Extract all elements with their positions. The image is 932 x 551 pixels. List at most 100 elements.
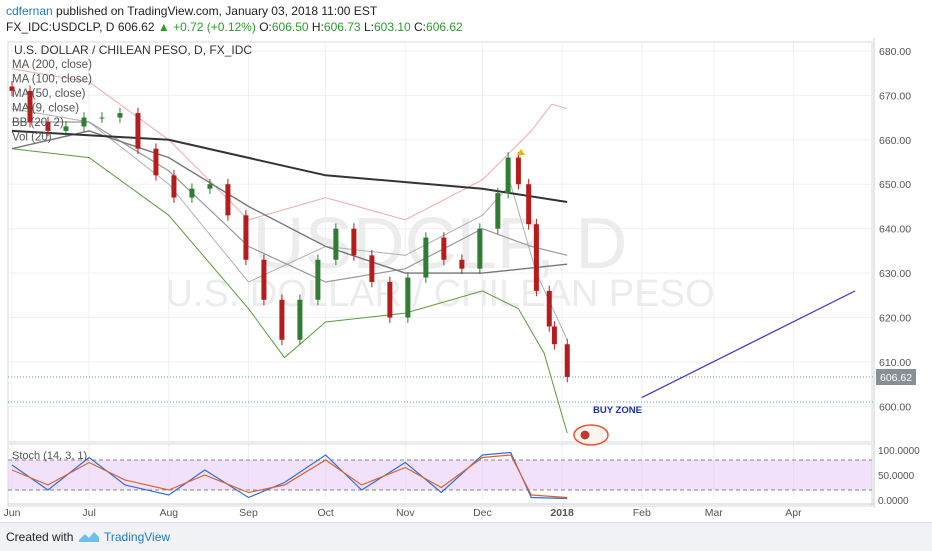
bb-lower-line: [11, 148, 568, 434]
candle-body: [333, 228, 339, 260]
candle-body: [495, 193, 501, 229]
time-tick-label: Jul: [82, 507, 95, 519]
price-tick-label: 610.00: [879, 357, 911, 369]
price-tick-label: 650.00: [879, 179, 911, 191]
candles: [9, 81, 570, 383]
candle-body: [546, 290, 552, 327]
candle-body: [551, 326, 557, 345]
price-grid: [7, 41, 873, 500]
price-tick-label: 670.00: [879, 90, 911, 102]
trend-line: [641, 290, 856, 399]
stoch-panel: Stoch (14, 3, 1) 100.0000 50.0000 0.0000: [7, 443, 920, 507]
ma200-line: [11, 129, 568, 203]
high-label: H:: [311, 20, 324, 34]
time-tick-label: Oct: [317, 507, 333, 519]
time-tick-label: Sep: [239, 507, 258, 519]
time-tick-label: Apr: [785, 507, 802, 519]
candle-body: [9, 86, 15, 91]
stoch-title: Stoch (14, 3, 1): [12, 450, 87, 462]
close-label: C:: [414, 20, 427, 34]
low-label: L:: [363, 20, 374, 34]
candle-body: [505, 157, 511, 194]
candle-body: [279, 299, 285, 340]
open-value: 606.50: [271, 20, 309, 34]
last-price: 606.62: [117, 20, 155, 34]
candle-body: [459, 259, 465, 269]
candle-body: [243, 215, 249, 260]
chart-title: U.S. DOLLAR / CHILEAN PESO, D, FX_IDC: [14, 43, 252, 57]
high-value: 606.73: [323, 20, 361, 34]
price-tick-label: 630.00: [879, 268, 911, 280]
candle-body: [153, 148, 159, 176]
us-flag-icon: [579, 429, 591, 441]
time-tick-label: Aug: [159, 507, 178, 519]
time-tick-label: 2018: [550, 507, 574, 519]
publish-line: cdfernan published on TradingView.com, J…: [6, 4, 377, 18]
indicator-legend-item: MA (50, close): [12, 88, 86, 100]
candle-body: [189, 188, 195, 198]
stoch-band: [8, 460, 872, 490]
ma9-line: [11, 108, 568, 341]
candle-body: [117, 113, 123, 118]
price-tick-label: 680.00: [879, 46, 911, 58]
current-price-tag: [876, 369, 916, 386]
candle-body: [315, 259, 321, 300]
published-text: published on TradingView.com, January 03…: [56, 4, 378, 18]
candle-body: [99, 117, 105, 119]
current-price-label: 606.62: [880, 372, 912, 384]
candle-body: [564, 344, 570, 378]
price-axis[interactable]: 600.00 610.00 620.00 630.00 640.00 650.00 660.…: [8, 38, 916, 508]
time-tick-label: Mar: [705, 507, 724, 519]
candle-body: [387, 282, 393, 318]
candle-body: [135, 113, 141, 149]
stoch-tick-label: 50.0000: [878, 471, 915, 482]
footer: Created with TradingView: [0, 522, 932, 551]
stoch-d-line: [11, 454, 568, 499]
indicator-legend-item: Vol (20): [12, 132, 52, 144]
candle-body: [297, 299, 303, 340]
created-with-label: Created with: [6, 530, 74, 544]
tradingview-logo-icon: [79, 532, 99, 542]
price-tick-label: 640.00: [879, 224, 911, 236]
indicator-legend-item: BB (20, 2): [12, 117, 64, 129]
stoch-panel-frame: [7, 443, 873, 507]
author-link[interactable]: cdfernan: [6, 4, 53, 18]
watermark-symbol: USDCLP, D: [253, 204, 628, 284]
close-value: 606.62: [426, 20, 463, 34]
candle-body: [27, 90, 33, 122]
tradingview-brand-link[interactable]: TradingView: [104, 530, 171, 544]
chart-header: cdfernan published on TradingView.com, J…: [0, 0, 932, 38]
price-tick-label: 620.00: [879, 313, 911, 325]
time-axis[interactable]: Jun Jul Aug Sep Oct Nov Dec 2018 Feb Mar Apr: [4, 503, 874, 519]
candle-body: [81, 117, 87, 127]
candle-body: [45, 122, 51, 131]
indicator-legend-item: MA (200, close): [12, 59, 92, 71]
candle-body: [526, 184, 532, 225]
candle-body: [533, 224, 539, 291]
stoch-tick-label: 0.0000: [878, 496, 909, 507]
indicator-lines: [11, 68, 568, 434]
candle-body: [207, 184, 213, 189]
candle-body: [351, 228, 357, 256]
time-tick-label: Dec: [473, 507, 492, 519]
indicator-legend: U.S. DOLLAR / CHILEAN PESO, D, FX_IDC MA …: [12, 43, 252, 144]
candle-body: [225, 184, 231, 216]
candle-body: [441, 237, 447, 260]
chart-area[interactable]: USDCLP, D U.S. DOLLAR / CHILEAN PESO U.S…: [0, 38, 932, 522]
candle-body: [261, 259, 267, 300]
event-marker-icon: [573, 424, 609, 446]
symbol-line: FX_IDC:USDCLP, D 606.62 ▲ +0.72 (+0.12%)…: [6, 20, 463, 34]
time-tick-label: Jun: [4, 507, 21, 519]
price-change: +0.72 (+0.12%): [173, 20, 256, 34]
candle-body: [171, 175, 177, 198]
stoch-tick-label: 100.0000: [878, 446, 920, 457]
price-tick-label: 600.00: [879, 401, 911, 413]
candle-body: [63, 126, 69, 131]
watermark-name: U.S. DOLLAR / CHILEAN PESO: [165, 273, 714, 315]
bb-upper-line: [11, 68, 568, 221]
time-tick-label: Nov: [396, 507, 415, 519]
ma50-line: [12, 121, 568, 283]
candle-body: [423, 237, 429, 278]
change-up-icon: ▲: [157, 20, 170, 34]
time-tick-label: Feb: [633, 507, 651, 519]
